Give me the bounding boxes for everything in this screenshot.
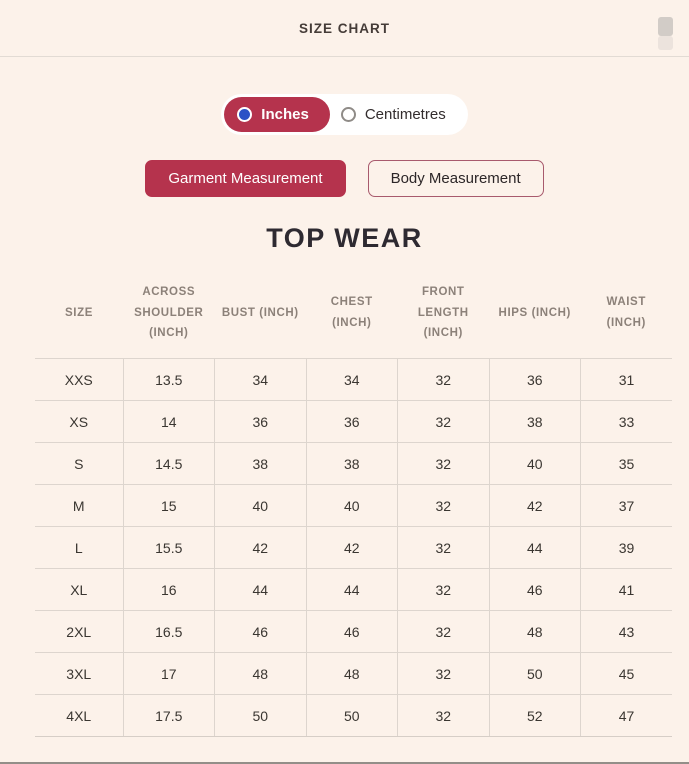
measurement-cell: 39 <box>580 526 672 569</box>
measurement-cell: 42 <box>214 526 306 569</box>
measurement-cell: 50 <box>214 694 306 738</box>
measurement-cell: 35 <box>580 442 672 485</box>
measurement-cell: 32 <box>397 694 489 738</box>
size-cell: 4XL <box>35 694 123 738</box>
measurement-cell: 46 <box>488 568 581 611</box>
measurement-cell: 14 <box>122 400 215 443</box>
measurement-cell: 34 <box>214 358 306 401</box>
measurement-cell: 50 <box>488 652 581 695</box>
measurement-cell: 17.5 <box>122 694 215 738</box>
measurement-cell: 46 <box>305 610 398 653</box>
measurement-cell: 32 <box>397 358 489 401</box>
measurement-cell: 48 <box>214 652 306 695</box>
measurement-cell: 37 <box>580 484 672 527</box>
size-cell: 2XL <box>35 610 123 653</box>
unit-option-inches[interactable]: Inches <box>224 97 330 132</box>
measurement-cell: 32 <box>397 484 489 527</box>
modal-header: SIZE CHART <box>0 0 689 57</box>
column-header: BUST (INCH) <box>221 306 299 319</box>
page-bottom-divider <box>0 762 689 764</box>
measurement-cell: 48 <box>488 610 581 653</box>
measurement-cell: 40 <box>305 484 398 527</box>
measurement-cell: 15 <box>122 484 215 527</box>
measurement-cell: 40 <box>488 442 581 485</box>
size-cell: XL <box>35 568 123 611</box>
measurement-cell: 50 <box>305 694 398 738</box>
measurement-cell: 36 <box>488 358 581 401</box>
unit-toggle-row: Inches Centimetres <box>0 94 689 135</box>
measurement-cell: 38 <box>305 442 398 485</box>
size-table: SIZE ACROSS SHOULDER (INCH) BUST (INCH) CHE… <box>35 270 672 738</box>
measurement-cell: 44 <box>305 568 398 611</box>
table-row: S 14.5 38 38 32 40 35 <box>35 442 672 485</box>
size-cell: 3XL <box>35 652 123 695</box>
column-header: CHEST (INCH) <box>330 296 373 330</box>
radio-unselected-icon <box>340 107 356 122</box>
column-header: ACROSS SHOULDER (INCH) <box>134 286 204 340</box>
measurement-cell: 15.5 <box>122 526 215 569</box>
modal-title: SIZE CHART <box>299 20 390 36</box>
unit-toggle: Inches Centimetres <box>221 94 468 135</box>
measurement-cell: 31 <box>580 358 672 401</box>
measurement-cell: 36 <box>305 400 398 443</box>
measurement-cell: 48 <box>305 652 398 695</box>
measurement-cell: 32 <box>397 442 489 485</box>
table-row: XS 14 36 36 32 38 33 <box>35 400 672 443</box>
column-header: HIPS (INCH) <box>498 306 571 319</box>
measurement-cell: 32 <box>397 652 489 695</box>
measurement-cell: 32 <box>397 400 489 443</box>
measurement-cell: 38 <box>488 400 581 443</box>
measurement-cell: 34 <box>305 358 398 401</box>
measurement-tabs: Garment Measurement Body Measurement <box>0 160 689 197</box>
measurement-cell: 33 <box>580 400 672 443</box>
measurement-cell: 42 <box>305 526 398 569</box>
measurement-cell: 45 <box>580 652 672 695</box>
measurement-cell: 32 <box>397 610 489 653</box>
measurement-cell: 43 <box>580 610 672 653</box>
measurement-cell: 42 <box>488 484 581 527</box>
scrollbar-thumb[interactable] <box>658 17 673 50</box>
tab-garment-measurement[interactable]: Garment Measurement <box>145 160 346 197</box>
measurement-cell: 44 <box>488 526 581 569</box>
table-row: 2XL 16.5 46 46 32 48 43 <box>35 610 672 653</box>
section-title: TOP WEAR <box>266 223 423 253</box>
size-cell: L <box>35 526 123 569</box>
measurement-cell: 41 <box>580 568 672 611</box>
measurement-cell: 16 <box>122 568 215 611</box>
size-cell: S <box>35 442 123 485</box>
size-table-head: SIZE ACROSS SHOULDER (INCH) BUST (INCH) CHE… <box>35 270 672 359</box>
measurement-cell: 32 <box>397 568 489 611</box>
size-table-body: XXS 13.5 34 34 32 36 31 XS 14 36 36 32 38 33 S 14.5 38 38… <box>35 358 672 738</box>
measurement-cell: 52 <box>488 694 581 738</box>
table-row: XL 16 44 44 32 46 41 <box>35 568 672 611</box>
column-header: SIZE <box>65 306 93 319</box>
measurement-cell: 46 <box>214 610 306 653</box>
measurement-cell: 16.5 <box>122 610 215 653</box>
measurement-cell: 32 <box>397 526 489 569</box>
measurement-cell: 44 <box>214 568 306 611</box>
measurement-cell: 40 <box>214 484 306 527</box>
size-cell: XXS <box>35 358 123 401</box>
header-row: SIZE ACROSS SHOULDER (INCH) BUST (INCH) CHE… <box>35 270 672 359</box>
measurement-cell: 17 <box>122 652 215 695</box>
table-row: 3XL 17 48 48 32 50 45 <box>35 652 672 695</box>
measurement-cell: 38 <box>214 442 306 485</box>
table-row: XXS 13.5 34 34 32 36 31 <box>35 358 672 401</box>
unit-option-label: Inches <box>261 106 309 123</box>
tab-body-measurement[interactable]: Body Measurement <box>367 160 544 197</box>
table-row: L 15.5 42 42 32 44 39 <box>35 526 672 569</box>
unit-option-centimetres[interactable]: Centimetres <box>330 106 465 123</box>
column-header: FRONT LENGTH (INCH) <box>417 286 469 340</box>
measurement-cell: 47 <box>580 694 672 738</box>
measurement-cell: 14.5 <box>122 442 215 485</box>
column-header: WAIST (INCH) <box>606 296 646 330</box>
measurement-cell: 13.5 <box>122 358 215 401</box>
measurement-cell: 36 <box>214 400 306 443</box>
size-cell: XS <box>35 400 123 443</box>
radio-selected-icon <box>237 107 253 122</box>
table-row: M 15 40 40 32 42 37 <box>35 484 672 527</box>
unit-option-label: Centimetres <box>364 106 446 123</box>
size-cell: M <box>35 484 123 527</box>
table-row: 4XL 17.5 50 50 32 52 47 <box>35 694 672 738</box>
